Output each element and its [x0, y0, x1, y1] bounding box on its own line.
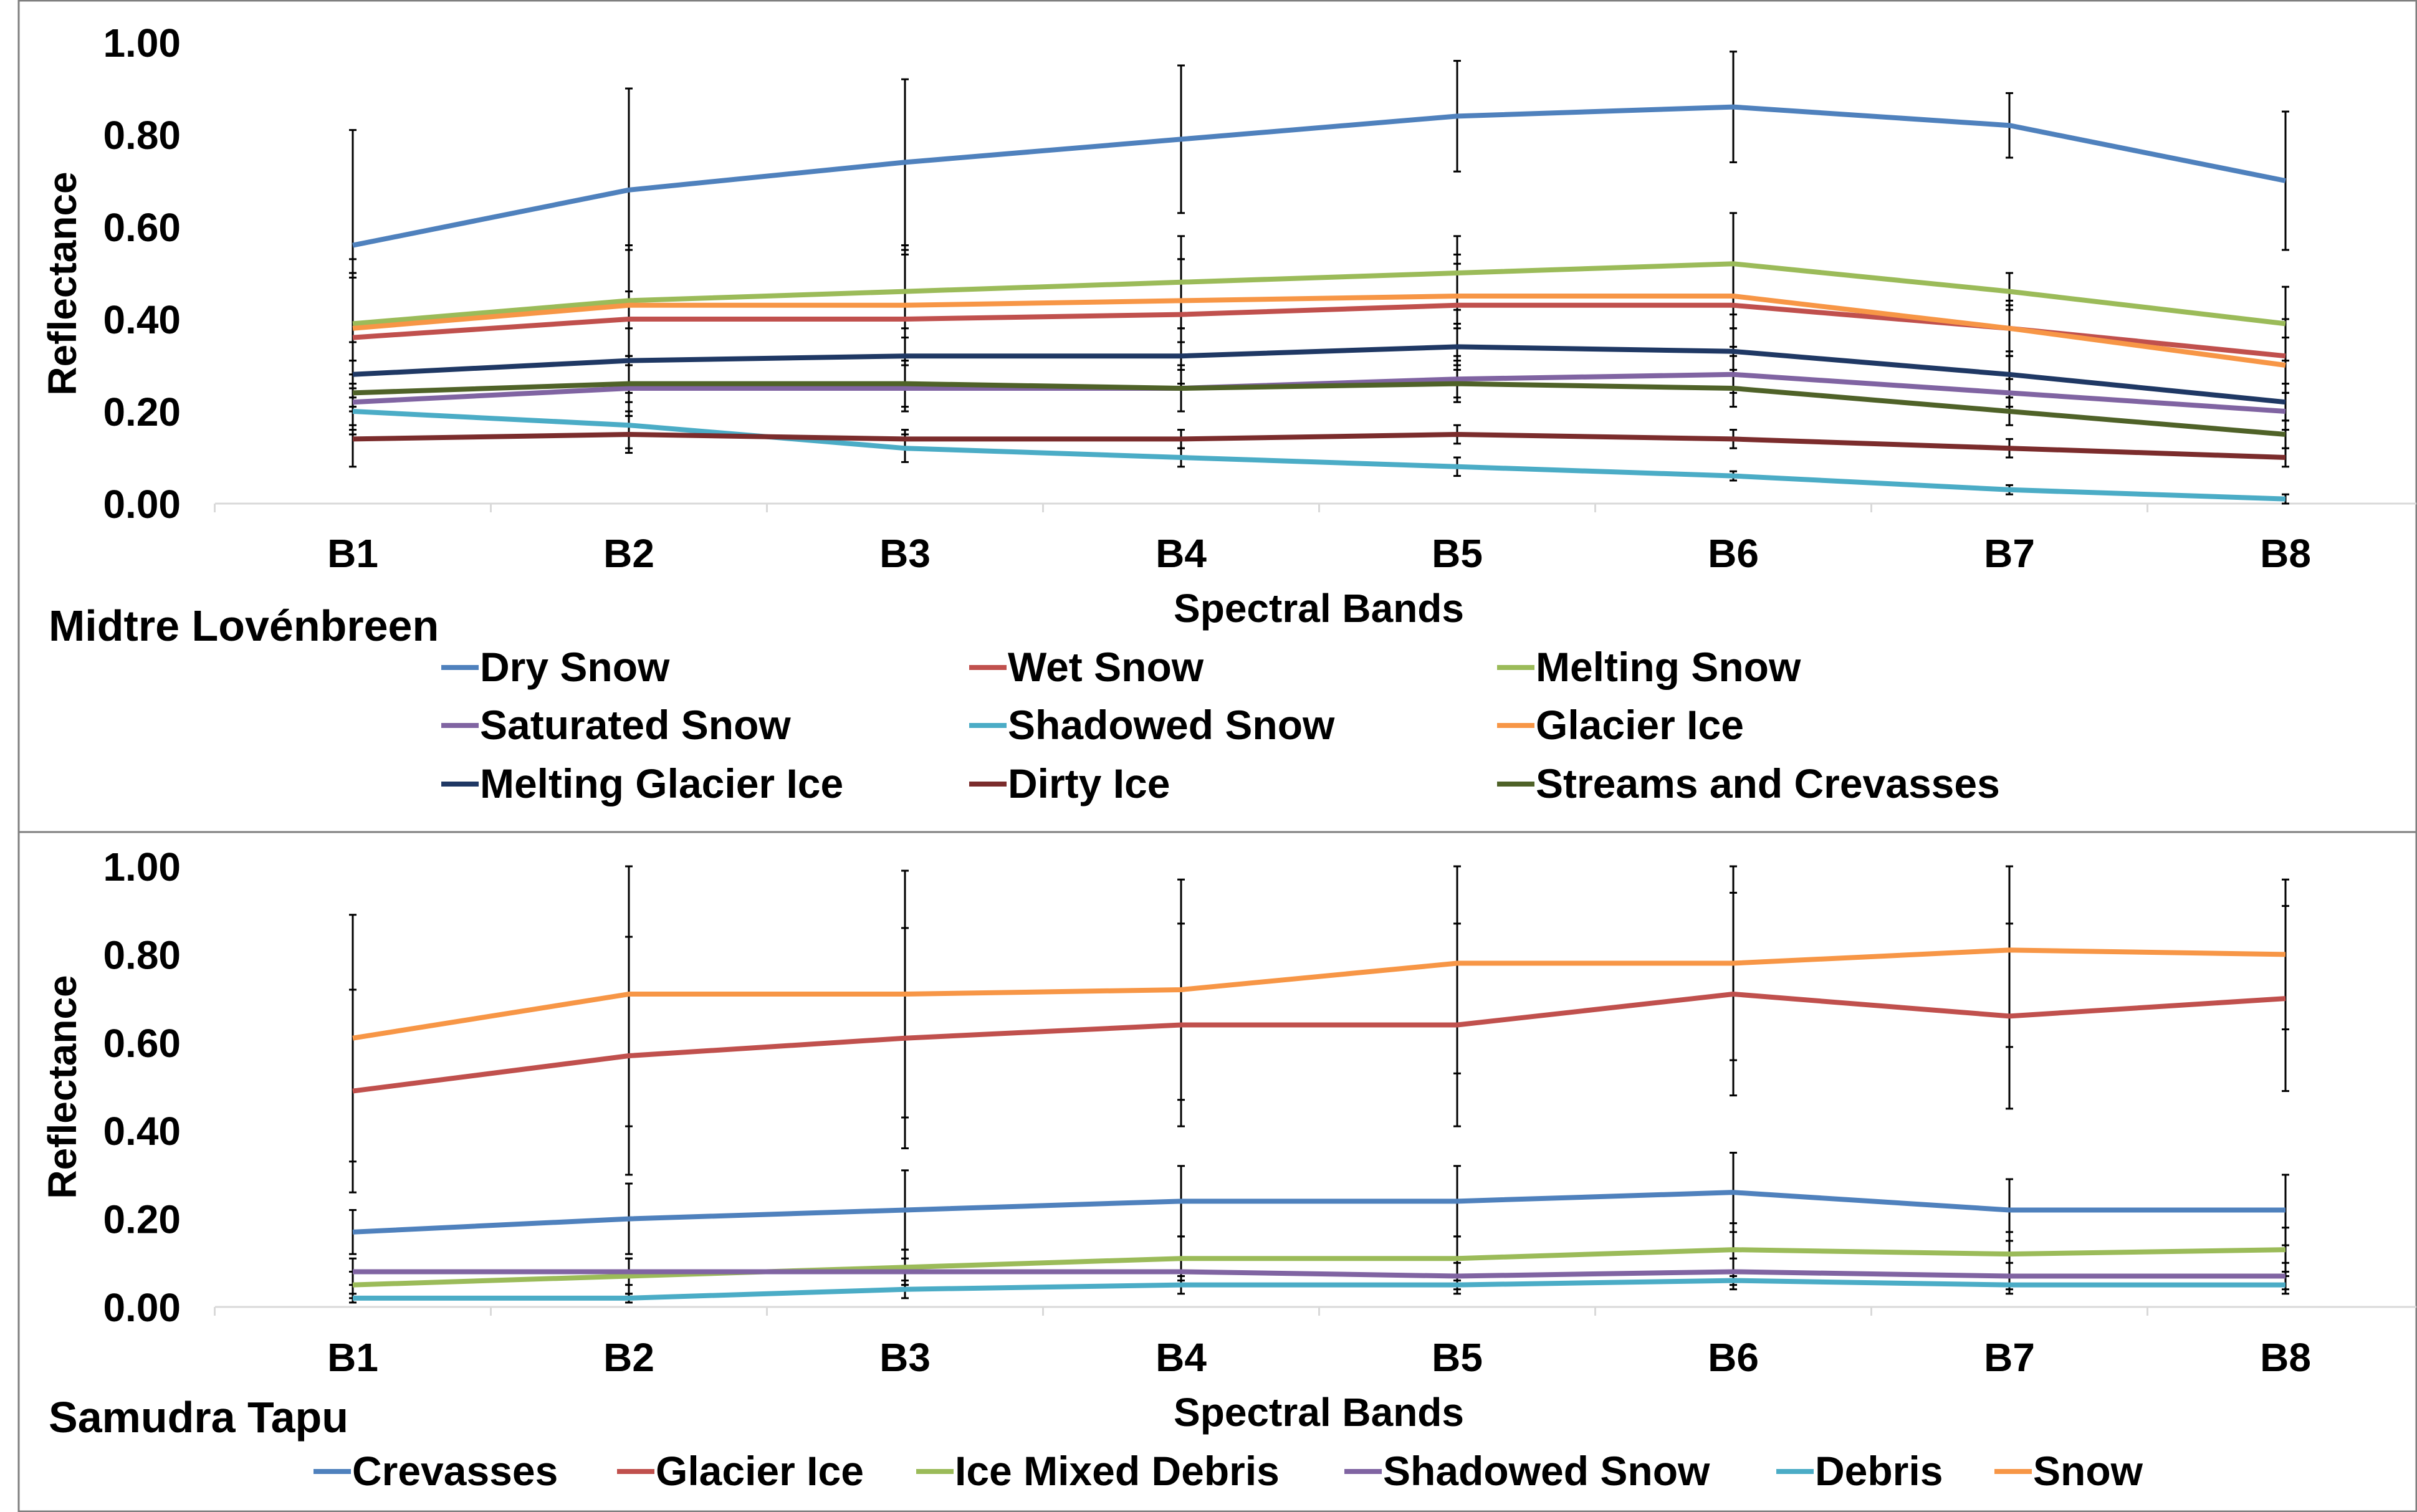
- x-axis-label: Spectral Bands: [1174, 586, 1464, 631]
- x-tick-label-b1: B1: [327, 531, 378, 576]
- legend-label: Saturated Snow: [480, 702, 791, 748]
- legend-label: Shadowed Snow: [1008, 702, 1335, 748]
- x-tick-label-b3: B3: [879, 531, 931, 576]
- y-tick-label: 0.80: [103, 113, 181, 158]
- legend-label: Dirty Ice: [1008, 760, 1170, 806]
- y-tick-label: 0.40: [103, 1109, 181, 1154]
- legend: Crevasses Glacier Ice Ice Mixed Debris Shad…: [313, 1448, 2143, 1494]
- y-tick-label: 0.40: [103, 297, 181, 342]
- x-tick-label-b8: B8: [2260, 1335, 2311, 1380]
- legend-item-crevasses: Crevasses: [313, 1448, 558, 1494]
- series-line-melting-glacier-ice: [352, 344, 2286, 405]
- legend-label: Melting Glacier Ice: [480, 760, 843, 806]
- legend-label: Melting Snow: [1536, 644, 1801, 690]
- legend-item-melting-glacier-ice: Melting Glacier Ice: [441, 760, 843, 806]
- series-line-dirty-ice: [352, 432, 2286, 460]
- x-tick-label-b5: B5: [1432, 1335, 1483, 1380]
- legend-item-shadowed-snow: Shadowed Snow: [1344, 1448, 1710, 1494]
- y-tick-label: 0.80: [103, 932, 181, 977]
- x-tick-label-b2: B2: [603, 1335, 654, 1380]
- legend-label: Dry Snow: [480, 644, 670, 690]
- panel-label: Midtre Lovénbreen: [49, 601, 439, 650]
- series-line-snow: [352, 947, 2286, 1041]
- series-line-saturated-snow: [352, 371, 2286, 414]
- legend-item-streams-and-crevasses: Streams and Crevasses: [1497, 760, 2000, 806]
- y-tick-label: 1.00: [103, 845, 181, 889]
- legend-label: Wet Snow: [1008, 644, 1204, 690]
- chart-midtre-lovenbreen: 0.00 0.20 0.40 0.60 0.80 1.00 B1 B2 B3 B4 B5 B6 B7 B…: [40, 21, 2416, 806]
- series-line-streams-and-crevasses: [352, 381, 2286, 437]
- legend-label: Streams and Crevasses: [1536, 760, 2000, 806]
- series-line-melting-snow: [352, 261, 2286, 327]
- series-line-debris: [353, 1278, 2285, 1301]
- legend-label: Debris: [1815, 1448, 1943, 1494]
- y-tick-label: 0.00: [103, 1285, 181, 1330]
- panel-label: Samudra Tapu: [49, 1393, 348, 1442]
- x-tick-label-b4: B4: [1156, 531, 1207, 576]
- x-tick-label-b8: B8: [2260, 531, 2311, 576]
- error-bar-snow: [2006, 865, 2013, 1048]
- legend-label: Shadowed Snow: [1383, 1448, 1710, 1494]
- y-tick-label: 0.20: [103, 1197, 181, 1242]
- y-tick-label: 1.00: [103, 21, 181, 65]
- series-line-glacier-ice: [352, 992, 2286, 1094]
- legend-label: Glacier Ice: [656, 1448, 864, 1494]
- legend-label: Glacier Ice: [1536, 702, 1744, 748]
- x-tick-label-b7: B7: [1984, 1335, 2035, 1380]
- series-line-shadowed-snow: [352, 409, 2286, 502]
- legend-label: Ice Mixed Debris: [955, 1448, 1280, 1494]
- legend-item-saturated-snow: Saturated Snow: [441, 702, 791, 748]
- series-line-crevasses: [352, 1190, 2285, 1235]
- legend-label: Crevasses: [352, 1448, 558, 1494]
- y-tick-label: 0.60: [103, 1021, 181, 1066]
- series-line-glacier-ice: [352, 294, 2286, 368]
- x-tick-label-b4: B4: [1156, 1335, 1207, 1380]
- series-line-ice-mixed-debris: [352, 1247, 2286, 1288]
- x-axis-label: Spectral Bands: [1174, 1390, 1464, 1435]
- legend-item-dirty-ice: Dirty Ice: [969, 760, 1170, 806]
- legend-item-snow: Snow: [1994, 1448, 2143, 1494]
- y-tick-label: 0.00: [103, 482, 181, 527]
- legend-item-shadowed-snow: Shadowed Snow: [969, 702, 1335, 748]
- error-bar-snow: [1453, 865, 1461, 1074]
- y-tick-label: 0.60: [103, 205, 181, 250]
- legend-item-dry-snow: Dry Snow: [441, 644, 670, 690]
- x-tick-label-b2: B2: [603, 531, 654, 576]
- y-tick-label: 0.20: [103, 390, 181, 434]
- legend-item-glacier-ice: Glacier Ice: [617, 1448, 864, 1494]
- x-tick-label-b7: B7: [1984, 531, 2035, 576]
- y-axis-label: Reflectance: [40, 171, 85, 395]
- chart-samudra-tapu: 0.00 0.20 0.40 0.60 0.80 1.00 B1 B2 B3 B4 B5 B6 B7 B…: [40, 845, 2416, 1494]
- legend: Dry Snow Wet Snow Melting Snow Saturated Sn…: [441, 644, 2000, 806]
- legend-item-debris: Debris: [1776, 1448, 1943, 1494]
- legend-item-melting-snow: Melting Snow: [1497, 644, 1801, 690]
- y-axis-label: Reflectance: [40, 975, 85, 1199]
- legend-item-ice-mixed-debris: Ice Mixed Debris: [916, 1448, 1280, 1494]
- x-tick-label-b6: B6: [1708, 1335, 1759, 1380]
- legend-label: Snow: [2033, 1448, 2143, 1494]
- series-line-dry-snow: [352, 104, 2286, 248]
- figure-frame: [17, 0, 2417, 1512]
- legend-item-glacier-ice: Glacier Ice: [1497, 702, 1744, 748]
- series-line-wet-snow: [352, 302, 2286, 359]
- x-tick-label-b5: B5: [1432, 531, 1483, 576]
- x-tick-label-b6: B6: [1708, 531, 1759, 576]
- x-tick-label-b3: B3: [879, 1335, 931, 1380]
- x-tick-label-b1: B1: [327, 1335, 378, 1380]
- legend-item-wet-snow: Wet Snow: [969, 644, 1204, 690]
- series-line-shadowed-snow: [353, 1269, 2285, 1279]
